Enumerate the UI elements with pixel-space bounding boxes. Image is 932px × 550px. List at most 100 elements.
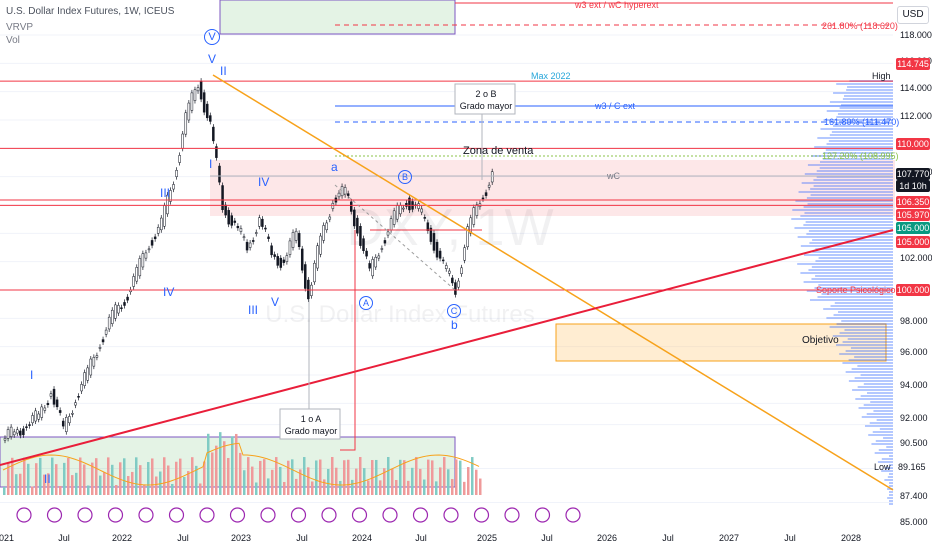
volume-bar [295,478,298,495]
volume-profile-bar [846,89,893,91]
volume-profile-bar [805,221,893,223]
volume-bar [151,458,154,495]
y-tick-label: 90.500 [900,438,928,448]
volume-profile-bar [813,185,893,187]
wave-label-iv: IV [163,285,175,299]
candle-body [463,247,466,261]
volume-profile-bar [860,374,893,376]
candle-body [282,259,286,263]
x-tick-label: Jul [415,533,427,543]
x-tick-label: Jul [296,533,308,543]
candle-body [454,282,457,295]
volume-profile-bar [870,401,893,403]
candle-body [71,413,74,415]
candle-body [340,186,344,197]
volume-profile-bar [818,257,893,259]
candle-body [199,80,203,100]
volume-profile-bar [825,149,893,151]
volume-bar [51,457,54,495]
volume-profile-bar [807,203,893,205]
price-tag-max: 114.745 [896,58,930,70]
candle-body [61,420,65,427]
candle-body [156,227,160,234]
drawing-layer [0,2,894,523]
fib-161-label: 161.80% (111.470) [824,117,900,127]
candle-body [236,226,240,229]
volume-bar [307,467,310,495]
volume-bar [111,464,114,495]
wave-label-iii2: III [248,303,259,317]
volume-bar [87,485,90,495]
candle-body [221,185,224,210]
candle-body [107,316,111,330]
volume-profile-bar [803,224,893,226]
red-trendline [0,229,894,466]
volume-bar [11,457,14,495]
candle-body [267,236,270,239]
volume-profile-bar [857,386,893,388]
candle-body [209,115,212,122]
volume-profile-bar [848,380,893,382]
candle-body [276,256,279,266]
volume-bar [387,457,390,495]
volume-profile-bar [889,464,893,466]
y-tick-label: 94.000 [900,380,928,390]
volume-profile-bar [884,479,893,481]
candle-body [255,232,258,234]
event-marker [351,507,368,523]
volume-bar [147,462,150,495]
indicator-vol[interactable]: Vol [6,35,20,46]
volume-profile-bar [797,263,893,265]
candle-body [95,355,99,358]
watermark: DXY, 1W [346,199,553,257]
volume-bar [355,468,358,495]
volume-bar [327,469,330,495]
candle-body [356,217,359,234]
x-tick-label: Jul [541,533,553,543]
volume-bar [95,458,98,495]
wave-label-v2: V [271,295,280,309]
x-tick-label: 2021 [0,533,14,543]
volume-bar [439,467,442,495]
volume-profile-bar [887,476,893,478]
candle-body [153,236,157,240]
volume-profile-bar [814,287,893,289]
volume-bar [71,475,74,495]
candle-body [472,207,476,225]
volume-bar [255,482,258,495]
currency-button[interactable]: USD [897,6,929,24]
box-1oa-bracket [340,230,356,451]
volume-bar [155,476,158,495]
candle-body [365,250,368,257]
event-marker [534,507,551,523]
candle-body [74,402,77,406]
wave-label-i2: I [209,157,213,171]
volume-bar [7,463,10,495]
volume-profile-bar [842,98,893,100]
candle-body [40,406,44,418]
candle-body [362,238,365,251]
volume-bar [115,484,118,495]
volume-profile-bar [829,134,893,136]
volume-profile-bar [803,206,893,208]
volume-profile-bar [845,350,893,352]
candle-body [117,305,120,314]
price-tag-106: 106.350 [896,196,930,208]
volume-bar [315,460,318,495]
volume-bar [451,479,454,495]
volume-profile-bar [883,437,893,439]
volume-bar [267,478,270,495]
volume-bar [471,457,474,495]
volume-profile-bar [826,143,893,145]
indicator-vrvp[interactable]: VRVP [6,22,34,33]
volume-bar [231,436,234,495]
volume-bar [271,469,274,495]
candle-body [484,192,488,196]
volume-bar [367,480,370,495]
w3-c-ext-label: w3 / C ext [595,101,636,111]
candle-body [34,410,37,422]
volume-profile-bar [830,305,893,307]
volume-profile-bar [811,278,893,280]
volume-profile-bar [873,410,893,412]
